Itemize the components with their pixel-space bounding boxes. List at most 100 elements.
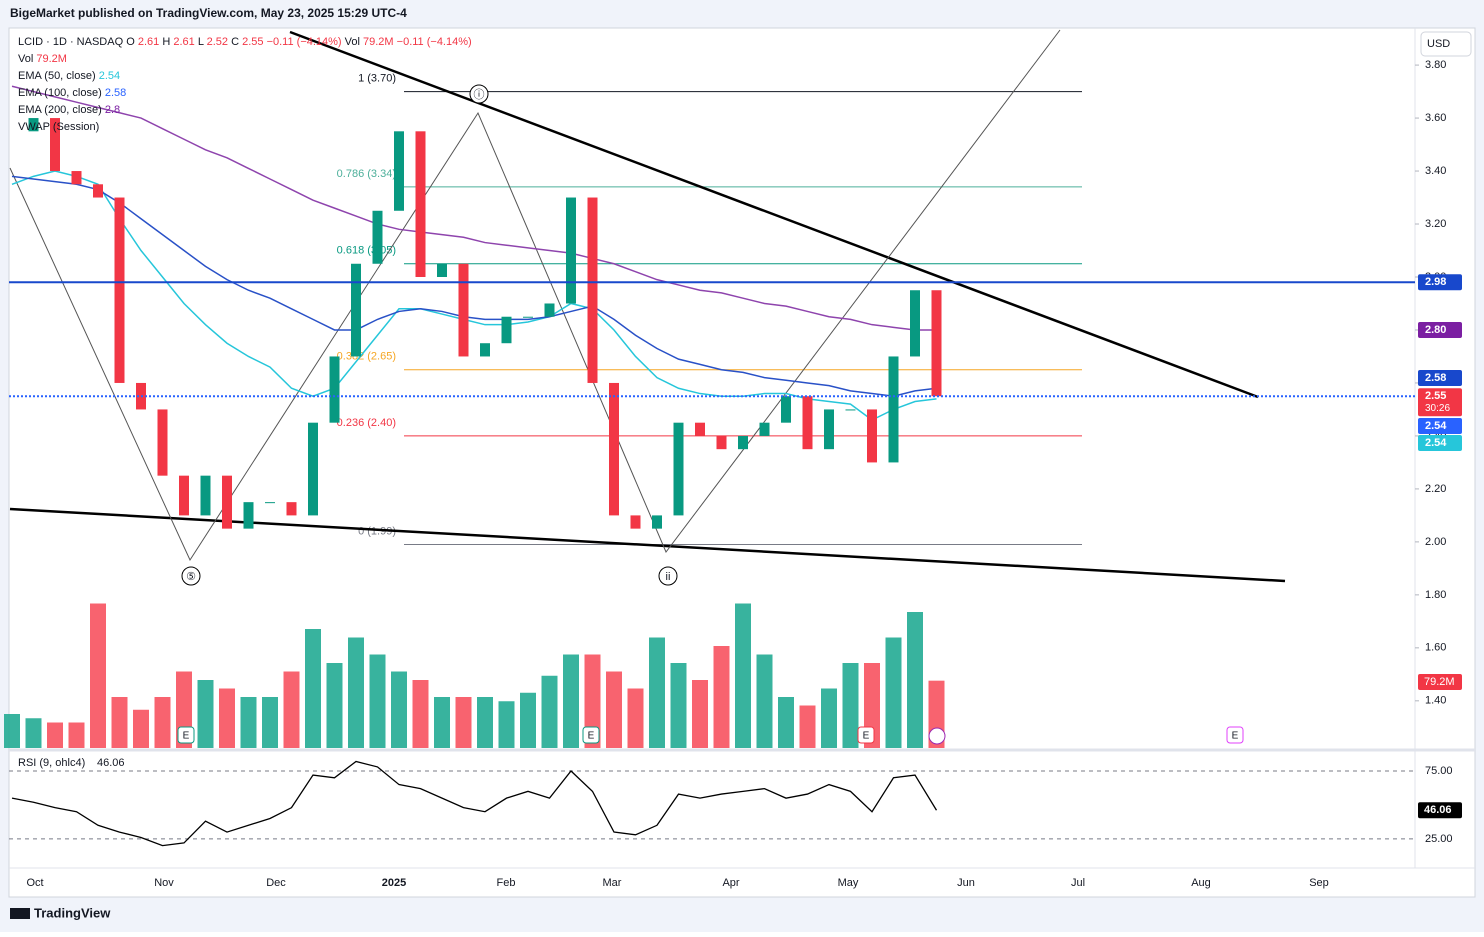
candle [71, 171, 82, 185]
rsi-tick-label: 75.00 [1425, 765, 1453, 777]
volume-bar [563, 654, 579, 748]
volume-bar [520, 692, 536, 748]
x-tick-label: Aug [1191, 877, 1211, 889]
x-tick-label: Jun [957, 877, 975, 889]
wave-label: ii [666, 571, 671, 583]
candle [566, 197, 576, 304]
volume-bar [326, 663, 343, 748]
x-tick-label: Feb [497, 877, 516, 889]
indicator-value: 2.58 [105, 87, 126, 99]
candle [587, 197, 598, 383]
y-tick-label: 3.60 [1425, 112, 1446, 124]
candle [910, 290, 920, 357]
dividend-marker [928, 727, 946, 745]
volume-bar [90, 603, 106, 748]
candle [200, 475, 211, 516]
fib-label: 0.236 (2.40) [337, 417, 396, 429]
indicator-legend: Vol 79.2M [18, 53, 67, 65]
x-tick-label: Apr [722, 877, 739, 889]
price-badge [1418, 435, 1462, 451]
price-badge-label: 2.80 [1425, 324, 1446, 336]
candle [652, 515, 662, 529]
y-tick-label: 2.20 [1425, 483, 1446, 495]
x-tick-label: May [838, 877, 859, 889]
volume-bar [498, 701, 515, 748]
volume-bar [821, 688, 837, 748]
candle [93, 184, 103, 198]
candle [931, 290, 942, 397]
volume-bar [713, 646, 730, 748]
rsi-name: RSI (9, ohlc4) [18, 757, 85, 769]
candle [802, 396, 813, 450]
y-tick-label: 3.80 [1425, 59, 1446, 71]
volume-bar [692, 680, 708, 748]
indicator-legend: EMA (100, close) 2.58 [18, 87, 126, 99]
candle [759, 422, 770, 436]
candle [437, 263, 447, 277]
y-tick-label: 1.40 [1425, 695, 1446, 707]
rsi-badge-label: 46.06 [1424, 804, 1452, 816]
volume-bar [606, 671, 622, 748]
volume-bar [283, 671, 300, 748]
candle [351, 263, 361, 357]
x-tick-label: Mar [603, 877, 622, 889]
publisher: BigeMarket published on TradingView.com,… [10, 6, 407, 20]
volume-bar [412, 680, 429, 748]
rsi-value: 46.06 [97, 757, 125, 769]
candle [157, 409, 168, 476]
ohlc-value: 2.61 [173, 36, 194, 48]
candle [695, 422, 705, 436]
ohlc-value: 2.61 [138, 36, 159, 48]
ema-line [11, 85, 937, 331]
ohlc-key: H [162, 36, 170, 48]
wave-label: ⓘ [474, 88, 485, 101]
logo-icon [10, 908, 30, 919]
currency[interactable]: USD [1427, 38, 1450, 50]
volume-bar [907, 612, 923, 748]
candle [781, 396, 791, 423]
price-badge-label: 2.54 [1425, 420, 1447, 432]
fib-label: 0.382 (2.65) [337, 351, 396, 363]
volume-bar [584, 654, 601, 748]
volume-bar [4, 714, 20, 748]
candle [28, 118, 39, 132]
volume-bar [842, 663, 859, 748]
rsi-badge [1418, 802, 1462, 819]
trendline [289, 30, 1259, 399]
candle [716, 435, 727, 450]
volume-bar [735, 603, 751, 748]
candle [824, 409, 834, 450]
candle [222, 475, 232, 529]
x-tick-label: Nov [154, 877, 174, 889]
volume-bar [133, 709, 149, 748]
candle [867, 409, 877, 463]
volume-bar [477, 697, 493, 748]
ohlc-key: C [231, 36, 239, 48]
earnings-marker [1226, 726, 1244, 744]
candle [630, 515, 641, 529]
earnings-marker [582, 726, 600, 744]
candle [50, 118, 60, 172]
vol-key: Vol [345, 36, 360, 48]
earnings-marker [857, 726, 875, 744]
fib-label: 1 (3.70) [358, 72, 396, 84]
ohlc-key: L [198, 36, 204, 48]
ohlc-value: 2.55 [242, 36, 263, 48]
indicator-legend: EMA (50, close) 2.54 [18, 70, 120, 82]
candle [501, 316, 512, 344]
ema-line [11, 175, 937, 397]
candle [845, 409, 856, 411]
price-badge [1418, 418, 1462, 434]
indicator-value: 2.8 [105, 104, 120, 116]
ohlc-value: 2.52 [207, 36, 228, 48]
indicator-value: 79.2M [36, 53, 67, 65]
x-tick-label: Dec [266, 877, 286, 889]
candle [738, 435, 748, 450]
volume-bar [111, 697, 128, 748]
indicator-value: 2.54 [99, 70, 120, 82]
volume-bar [649, 637, 665, 748]
candle [415, 131, 426, 277]
price-badge [1418, 388, 1462, 417]
currency-button[interactable] [1420, 31, 1472, 57]
